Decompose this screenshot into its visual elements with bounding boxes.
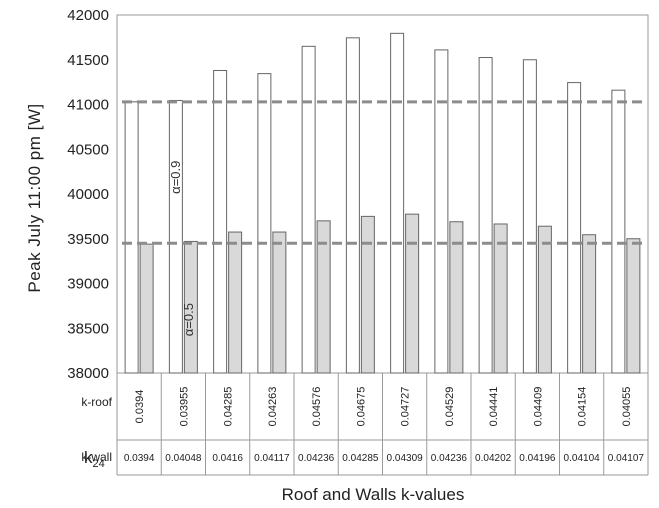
k-roof-cell: 0.03955 — [178, 387, 190, 427]
reference-label-text: α=0.5 — [181, 303, 196, 336]
k-value-table: k-roof 0.0394 0.03955 0.04285 0.04263 0.04576… — [81, 373, 649, 476]
k-roof-cell: 0.04263 — [267, 387, 279, 427]
k-wall-value: 0.04285 — [342, 453, 379, 464]
y-tick-label: 41500 — [67, 52, 109, 69]
k-roof-cell: 0.04441 — [488, 387, 500, 427]
k-roof-value: 0.04441 — [488, 387, 500, 427]
k-wall-value: 0.04048 — [165, 453, 202, 464]
bar-alpha05 — [449, 221, 464, 374]
k-roof-value: 0.04529 — [444, 387, 456, 427]
bar-alpha05 — [360, 215, 375, 374]
bar-alpha05 — [626, 238, 641, 374]
x-axis-title: Roof and Walls k-values — [282, 485, 465, 504]
k-roof-value: 0.04576 — [311, 387, 323, 427]
plot-area — [116, 14, 649, 374]
k-wall-value: 0.04196 — [519, 453, 556, 464]
bar-alpha09 — [124, 101, 139, 374]
bar-alpha09 — [345, 37, 360, 374]
y-tick-label: 38500 — [67, 320, 109, 337]
k-roof-cell: 0.04727 — [400, 387, 412, 427]
reference-label: α=0.9 — [168, 161, 183, 194]
k-roof-cell: 0.04055 — [621, 387, 633, 427]
bar-alpha09 — [257, 73, 272, 374]
reference-label-text: α=0.9 — [168, 161, 183, 194]
k-wall-value: 0.04107 — [608, 453, 645, 464]
k-roof-value: 0.0394 — [134, 390, 146, 424]
k-wall-value: 0.04236 — [431, 453, 468, 464]
y-axis-title: Peak July 11:00 pm [W] — [25, 103, 44, 292]
bar-alpha05 — [272, 231, 287, 374]
bar-alpha05 — [405, 213, 420, 374]
reference-lines: α=0.9 α=0.5 — [122, 100, 643, 336]
y-tick-label: 39500 — [67, 231, 109, 248]
y-tick-label: 41000 — [67, 97, 109, 114]
table-corner-label: k24 — [84, 448, 105, 470]
k-wall-value: 0.0394 — [124, 453, 155, 464]
table-row-label: k-roof — [81, 395, 112, 409]
k-roof-cell: 0.04154 — [577, 387, 589, 427]
k-roof-cell: 0.0394 — [134, 390, 146, 424]
k-roof-cell: 0.04529 — [444, 387, 456, 427]
k-roof-cell: 0.04285 — [223, 387, 235, 427]
bar-alpha05 — [582, 234, 597, 374]
k-wall-value: 0.04309 — [387, 453, 424, 464]
k-roof-value: 0.04409 — [532, 387, 544, 427]
bar-alpha09 — [301, 45, 316, 374]
k-roof-value: 0.04055 — [621, 387, 633, 427]
k-wall-value: 0.04236 — [298, 453, 335, 464]
bar-alpha09 — [390, 32, 405, 374]
y-tick-label: 40500 — [67, 141, 109, 158]
k-roof-value: 0.04727 — [400, 387, 412, 427]
k-roof-value: 0.04675 — [355, 387, 367, 427]
k-wall-value: 0.0416 — [212, 453, 243, 464]
k24-label: k24 — [84, 448, 105, 470]
bar-alpha05 — [228, 231, 243, 374]
k-roof-value: 0.04154 — [577, 387, 589, 427]
k-roof-value: 0.04285 — [223, 387, 235, 427]
k-wall-value: 0.04104 — [564, 453, 601, 464]
bar-alpha05 — [183, 240, 198, 374]
bar-alpha09 — [522, 59, 537, 374]
k-roof-cell: 0.04576 — [311, 387, 323, 427]
bar-alpha05 — [316, 220, 331, 374]
k-roof-cell: 0.04675 — [355, 387, 367, 427]
y-axis-label: Peak July 11:00 pm [W] — [25, 103, 44, 292]
bar-alpha09 — [567, 82, 582, 374]
k-wall-value: 0.04117 — [254, 453, 290, 464]
bar-alpha09 — [213, 69, 228, 374]
bar-alpha05 — [493, 223, 508, 374]
reference-label: α=0.5 — [181, 303, 196, 336]
y-tick-label: 39000 — [67, 276, 109, 293]
y-tick-label: 38000 — [67, 365, 109, 382]
k-roof-value: 0.04263 — [267, 387, 279, 427]
bar-alpha05 — [139, 243, 154, 374]
y-tick-label: 40000 — [67, 186, 109, 203]
bar-alpha09 — [478, 57, 493, 374]
k-roof-value: 0.03955 — [178, 387, 190, 427]
bar-alpha05 — [537, 225, 552, 374]
bar-alpha09 — [434, 49, 449, 374]
y-tick-label: 42000 — [67, 7, 109, 24]
k-wall-value: 0.04202 — [475, 453, 512, 464]
bar-alpha09 — [611, 89, 626, 374]
table-row-label: k-wall — [81, 450, 112, 464]
y-ticks: 38000 38500 39000 39500 40000 40500 41000 41500… — [67, 7, 109, 382]
k-roof-cell: 0.04409 — [532, 387, 544, 427]
